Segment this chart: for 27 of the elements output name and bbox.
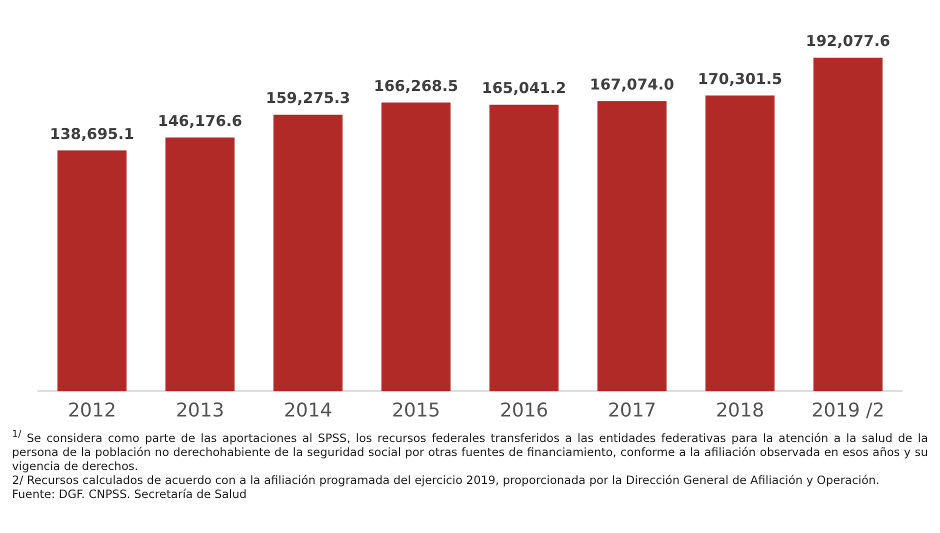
bar [705,96,775,392]
text: 2/ Recursos calculados de acuerdo con a la afiliación programada del ejercicio 2019, proporcionada por la Dirección General de Afiliación y Operación. [12,472,880,487]
x-tick-label: 2018 [716,400,764,422]
x-tick-label: 2014 [284,400,332,422]
data-label: 167,074.0 [590,76,674,94]
x-tick-label: 2015 [392,400,440,422]
x-tick-label: 2016 [500,400,548,422]
bar [813,58,883,392]
text: $^{1/}$ Se considera como parte de las aportaciones al SPSS, los recursos federales transferidos a las entidades federativas para la atención a la salud de la persona de la población no derechohabiente de la seguridad social por otras fuentes de financiamiento, conforme a la afiliación observada en esos años y su vigencia de derechos. [12,428,928,473]
data-label: 146,176.6 [158,112,242,130]
x-tick-label: 2019 /2 [812,400,884,422]
x-tick-label: 2013 [176,400,224,422]
source-note: Fuente: DGF. CNPSS. Secretaría de Salud [12,486,248,501]
bar [597,101,667,392]
data-label: 170,301.5 [698,70,782,88]
bar [489,104,559,392]
data-label: 159,275.3 [266,89,350,108]
bar [273,114,343,392]
x-tick-label: 2017 [608,400,656,422]
data-label: 166,268.5 [374,76,458,95]
x-tick-label: 2012 [68,400,116,422]
bar [381,102,451,392]
data-label: 138,695.1 [50,124,134,143]
bar [165,137,235,392]
data-label: 165,041.2 [482,79,566,98]
bar [57,150,127,392]
data-label: 192,077.6 [806,32,890,50]
